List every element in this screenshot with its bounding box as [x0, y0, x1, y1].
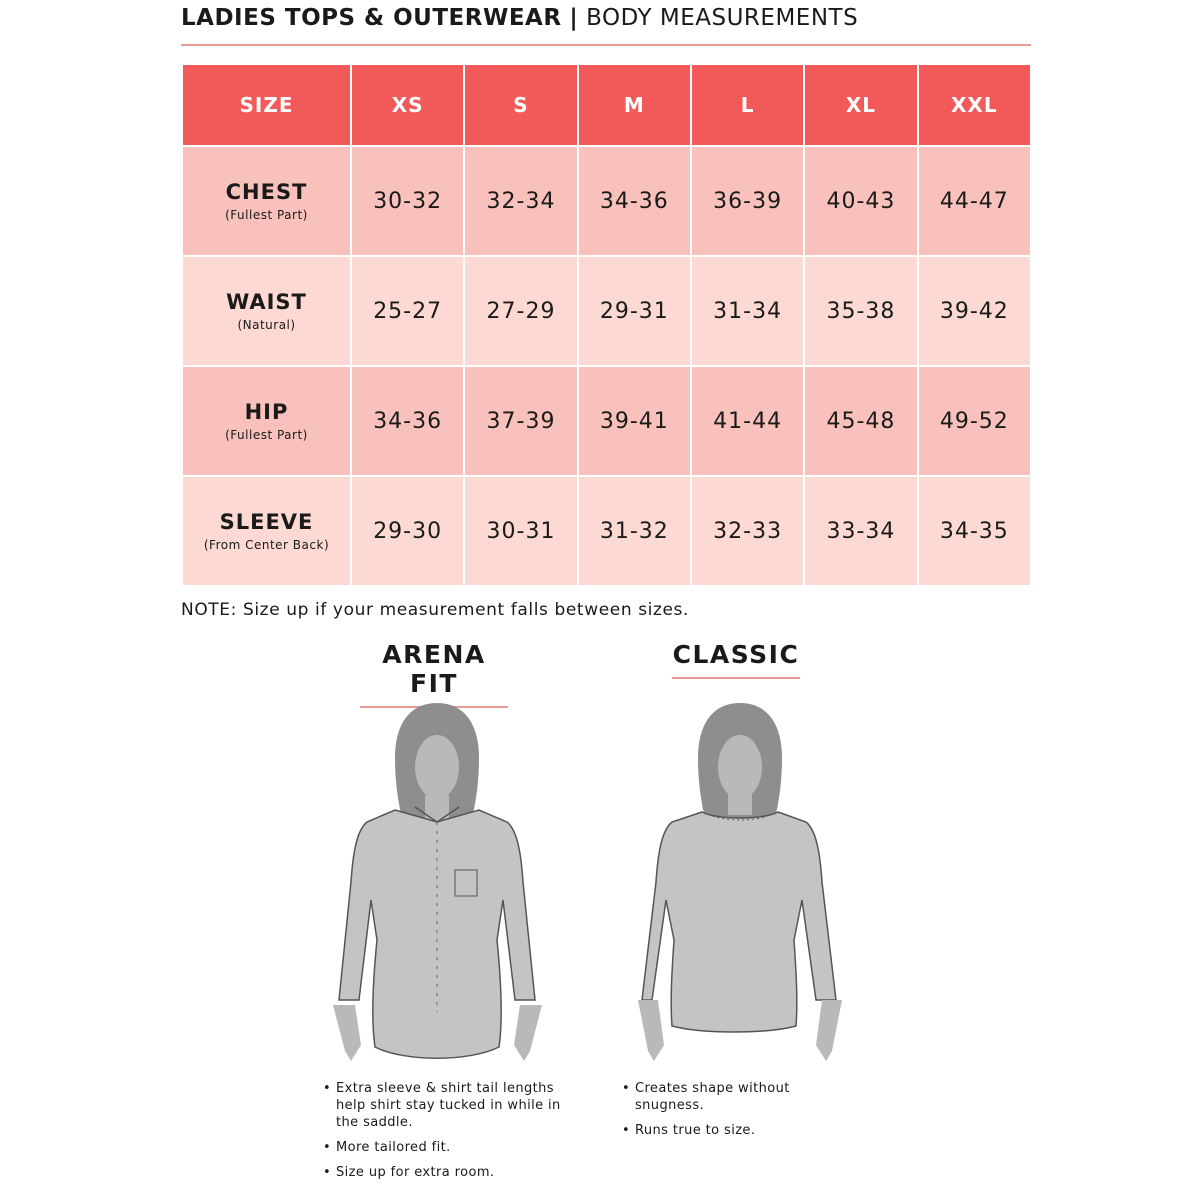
measurement-cell: 31-32: [576, 475, 692, 587]
measurement-note: (Natural): [237, 318, 296, 332]
header-row: SIZE XS S M L XL XXL: [181, 63, 1033, 147]
row-label: WAIST (Natural): [181, 255, 352, 367]
measurement-cell: 29-30: [349, 475, 466, 587]
table-row: CHEST (Fullest Part) 30-32 32-34 34-36 36-39 4…: [181, 145, 1033, 257]
page-title: LADIES TOPS & OUTERWEAR | BODY MEASUREME…: [181, 5, 859, 31]
table-row: WAIST (Natural) 25-27 27-29 29-31 31-34 35-38 3…: [181, 255, 1033, 367]
measurement-cell: 45-48: [803, 365, 919, 477]
measurement-cell: 49-52: [916, 365, 1033, 477]
measurement-cell: 32-33: [689, 475, 806, 587]
arena-fit-bullets: Extra sleeve & shirt tail lengths help s…: [323, 1080, 563, 1189]
bullet-item: More tailored fit.: [323, 1139, 563, 1156]
size-column-header: XL: [803, 63, 919, 147]
table-row: HIP (Fullest Part) 34-36 37-39 39-41 41-44 45-…: [181, 365, 1033, 477]
size-column-header: XXL: [916, 63, 1033, 147]
measurement-cell: 39-42: [916, 255, 1033, 367]
size-label-header: SIZE: [181, 63, 352, 147]
measurement-cell: 34-35: [916, 475, 1033, 587]
measurement-note: (From Center Back): [203, 538, 330, 552]
measurement-cell: 39-41: [576, 365, 692, 477]
measurement-name: SLEEVE: [219, 510, 314, 534]
measurement-cell: 27-29: [463, 255, 579, 367]
measurement-cell: 41-44: [689, 365, 806, 477]
measurement-cell: 35-38: [803, 255, 919, 367]
heading-underline: [672, 677, 800, 679]
button-shirt-figure: [333, 703, 542, 1061]
size-column-header: M: [576, 63, 692, 147]
measurement-cell: 32-34: [463, 145, 579, 257]
classic-heading: CLASSIC: [672, 640, 800, 679]
size-column-header: XS: [349, 63, 466, 147]
table-row: SLEEVE (From Center Back) 29-30 30-31 31-32 3…: [181, 475, 1033, 587]
measurement-cell: 30-32: [349, 145, 466, 257]
measurement-name: WAIST: [226, 290, 307, 314]
title-divider: [181, 44, 1031, 46]
measurement-note: (Fullest Part): [225, 208, 308, 222]
measurement-cell: 44-47: [916, 145, 1033, 257]
measurement-name: HIP: [244, 400, 289, 424]
size-note: NOTE: Size up if your measurement falls …: [181, 600, 690, 620]
bullet-item: Size up for extra room.: [323, 1164, 563, 1181]
classic-bullets: Creates shape without snugness. Runs true…: [622, 1080, 812, 1147]
row-label: HIP (Fullest Part): [181, 365, 352, 477]
measurement-cell: 34-36: [576, 145, 692, 257]
size-column-header: L: [689, 63, 806, 147]
bullet-item: Creates shape without snugness.: [622, 1080, 812, 1114]
size-chart-table: SIZE XS S M L XL XXL CHEST (Fullest Part) 30-32 3…: [181, 63, 1033, 587]
measurement-cell: 30-31: [463, 475, 579, 587]
measurement-cell: 34-36: [349, 365, 466, 477]
measurement-cell: 33-34: [803, 475, 919, 587]
bullet-item: Extra sleeve & shirt tail lengths help s…: [323, 1080, 563, 1131]
measurement-cell: 40-43: [803, 145, 919, 257]
measurement-cell: 25-27: [349, 255, 466, 367]
measurement-cell: 29-31: [576, 255, 692, 367]
row-label: CHEST (Fullest Part): [181, 145, 352, 257]
bullet-item: Runs true to size.: [622, 1122, 812, 1139]
row-label: SLEEVE (From Center Back): [181, 475, 352, 587]
measurement-cell: 36-39: [689, 145, 806, 257]
crewneck-figure: [638, 703, 842, 1061]
measurement-name: CHEST: [225, 180, 308, 204]
measurement-cell: 37-39: [463, 365, 579, 477]
size-column-header: S: [463, 63, 579, 147]
measurement-note: (Fullest Part): [225, 428, 308, 442]
measurement-cell: 31-34: [689, 255, 806, 367]
